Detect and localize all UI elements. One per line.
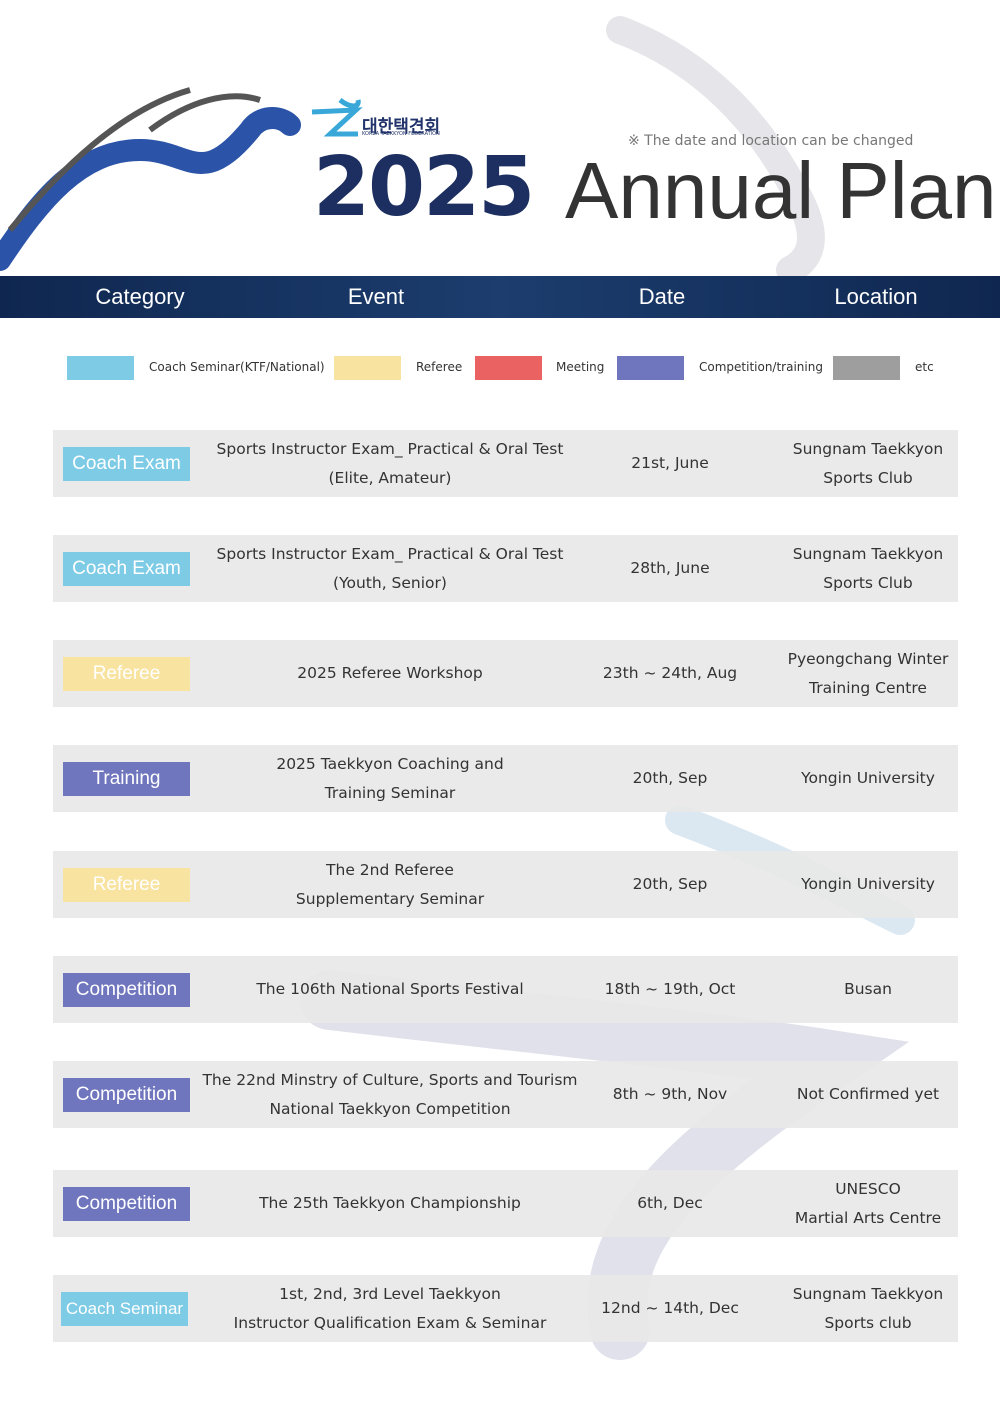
category-tag: Competition: [63, 1187, 190, 1221]
location-cell: Sungnam Taekkyon Sports Club: [768, 535, 968, 602]
legend-swatch: [833, 356, 900, 380]
event-line: 2025 Taekkyon Coaching and: [276, 754, 504, 773]
event-line: Sports Instructor Exam_ Practical & Oral…: [216, 439, 564, 458]
legend-swatch: [617, 356, 684, 380]
event-line: (Youth, Senior): [333, 573, 447, 592]
event-line: The 106th National Sports Festival: [256, 980, 524, 998]
event-line: The 22nd Minstry of Culture, Sports and …: [202, 1070, 578, 1089]
event-line: 2025 Referee Workshop: [297, 664, 483, 682]
legend-swatch: [334, 356, 401, 380]
location-cell: Sungnam Taekkyon Sports Club: [768, 430, 968, 497]
legend-swatch: [475, 356, 542, 380]
date-cell: 23th ~ 24th, Aug: [602, 664, 738, 682]
location-line: Sungnam Taekkyon: [792, 1284, 944, 1303]
event-line: The 2nd Referee: [326, 860, 454, 879]
category-tag: Competition: [63, 1078, 190, 1112]
location-cell: Not Confirmed yet: [768, 1061, 968, 1128]
event-line: Training Seminar: [324, 783, 456, 802]
event-line: Sports Instructor Exam_ Practical & Oral…: [216, 544, 564, 563]
column-header: Date: [638, 284, 686, 309]
location-line: Sports Club: [823, 468, 913, 487]
title: Annual Plan: [565, 146, 997, 235]
location-cell: Yongin University: [768, 851, 968, 918]
column-header: Event: [347, 284, 405, 309]
date-cell: 6th, Dec: [637, 1194, 703, 1212]
location-cell: Busan: [768, 956, 968, 1023]
category-tag: Competition: [63, 973, 190, 1007]
location-cell: Yongin University: [768, 745, 968, 812]
location-line: Sports Club: [823, 573, 913, 592]
legend-swatch: [67, 356, 134, 380]
date-cell: 21st, June: [631, 454, 709, 472]
location-line: Yongin University: [801, 875, 935, 893]
location-line: Sports club: [824, 1313, 912, 1332]
legend-label: Coach Seminar(KTF/National): [149, 360, 325, 374]
category-tag: Coach Seminar: [61, 1292, 188, 1326]
category-tag: Referee: [63, 868, 190, 902]
column-header: Location: [834, 284, 918, 309]
event-cell: 2025 Referee Workshop: [190, 640, 590, 707]
date-cell: 12nd ~ 14th, Dec: [601, 1299, 739, 1317]
event-line: 1st, 2nd, 3rd Level Taekkyon: [279, 1284, 501, 1303]
event-line: The 25th Taekkyon Championship: [259, 1194, 521, 1212]
location-line: Pyeongchang Winter: [787, 649, 949, 668]
date-cell: 8th ~ 9th, Nov: [612, 1085, 728, 1103]
header-bar: [0, 276, 1000, 318]
year: 2025: [313, 140, 535, 235]
category-tag: Coach Exam: [63, 447, 190, 481]
category-tag: Coach Exam: [63, 552, 190, 586]
location-line: Martial Arts Centre: [794, 1208, 942, 1227]
column-header: Category: [95, 284, 185, 309]
event-cell: The 22nd Minstry of Culture, Sports and …: [190, 1061, 590, 1128]
location-cell: Pyeongchang Winter Training Centre: [768, 640, 968, 707]
logo-english: KOREA TAEKKYON FEDERATION: [362, 131, 440, 137]
legend-label: Referee: [416, 360, 463, 374]
event-line: Supplementary Seminar: [295, 889, 485, 908]
event-cell: Sports Instructor Exam_ Practical & Oral…: [190, 535, 590, 602]
location-line: Yongin University: [801, 769, 935, 787]
schedule-row: Training 2025 Taekkyon Coaching and Traini…: [53, 745, 958, 812]
location-cell: Sungnam Taekkyon Sports club: [768, 1275, 968, 1342]
schedule-row: Referee 2025 Referee Workshop 23th ~ 24th,…: [53, 640, 958, 707]
schedule-row: Coach Exam Sports Instructor Exam_ Practi…: [53, 535, 958, 602]
schedule-row: Referee The 2nd Referee Supplementary Semi…: [53, 851, 958, 918]
location-line: UNESCO: [835, 1179, 901, 1198]
schedule-row: Competition The 22nd Minstry of Culture, …: [53, 1061, 958, 1128]
legend-label: Meeting: [556, 360, 605, 374]
date-cell: 18th ~ 19th, Oct: [604, 980, 736, 998]
legend-label: Competition/training: [699, 360, 823, 374]
legend-label: etc: [915, 360, 934, 374]
logo-korean: 대한택견회: [362, 117, 441, 137]
event-line: Instructor Qualification Exam & Seminar: [233, 1313, 547, 1332]
date-cell: 28th, June: [630, 559, 710, 577]
event-cell: 2025 Taekkyon Coaching and Training Semin…: [190, 745, 590, 812]
event-cell: Sports Instructor Exam_ Practical & Oral…: [190, 430, 590, 497]
schedule-row: Competition The 106th National Sports Fes…: [53, 956, 958, 1023]
event-line: National Taekkyon Competition: [269, 1099, 511, 1118]
schedule-row: Coach Exam Sports Instructor Exam_ Practi…: [53, 430, 958, 497]
event-cell: The 106th National Sports Festival: [190, 956, 590, 1023]
schedule-row: Coach Seminar 1st, 2nd, 3rd Level Taekkyo…: [53, 1275, 958, 1342]
location-cell: UNESCO Martial Arts Centre: [768, 1170, 968, 1237]
event-line: (Elite, Amateur): [328, 468, 452, 487]
note: ※ The date and location can be changed: [628, 133, 914, 149]
event-cell: 1st, 2nd, 3rd Level Taekkyon Instructor Q…: [190, 1275, 590, 1342]
date-cell: 20th, Sep: [632, 875, 708, 893]
category-tag: Referee: [63, 657, 190, 691]
location-line: Busan: [844, 980, 892, 998]
location-line: Not Confirmed yet: [796, 1085, 940, 1103]
location-line: Sungnam Taekkyon: [792, 544, 944, 563]
event-cell: The 25th Taekkyon Championship: [190, 1170, 590, 1237]
schedule-row: Competition The 25th Taekkyon Championshi…: [53, 1170, 958, 1237]
event-cell: The 2nd Referee Supplementary Seminar: [190, 851, 590, 918]
date-cell: 20th, Sep: [632, 769, 708, 787]
location-line: Sungnam Taekkyon: [792, 439, 944, 458]
location-line: Training Centre: [809, 678, 927, 697]
category-tag: Training: [63, 762, 190, 796]
